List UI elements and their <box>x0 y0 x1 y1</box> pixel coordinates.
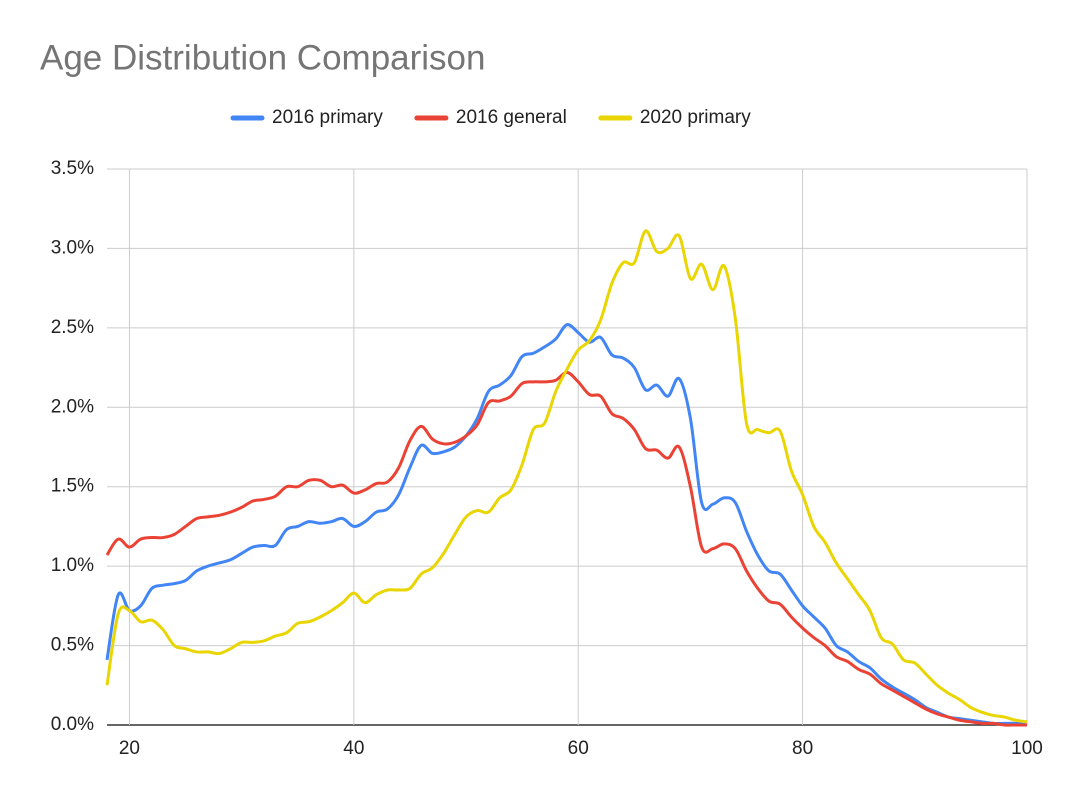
x-tick-label: 80 <box>792 738 813 759</box>
x-tick-label: 60 <box>568 738 589 759</box>
line-series <box>105 229 1028 724</box>
line-series <box>105 370 1027 727</box>
legend-label: 2016 general <box>456 107 567 128</box>
x-tick-label: 20 <box>119 738 140 759</box>
y-tick-label: 0.0% <box>51 714 94 735</box>
x-tick-label: 100 <box>1011 738 1043 759</box>
line-series <box>105 323 1028 727</box>
x-tick-label: 40 <box>343 738 364 759</box>
y-tick-label: 3.5% <box>51 158 94 179</box>
y-tick-label: 2.5% <box>51 317 94 338</box>
chart-title: Age Distribution Comparison <box>40 38 485 77</box>
y-tick-label: 2.0% <box>51 396 94 417</box>
legend-label: 2016 primary <box>272 107 383 128</box>
y-tick-label: 3.0% <box>51 237 94 258</box>
y-tick-label: 1.5% <box>51 476 94 497</box>
y-tick-label: 1.0% <box>51 555 94 576</box>
y-tick-label: 0.5% <box>51 635 94 656</box>
legend-label: 2020 primary <box>640 107 751 128</box>
